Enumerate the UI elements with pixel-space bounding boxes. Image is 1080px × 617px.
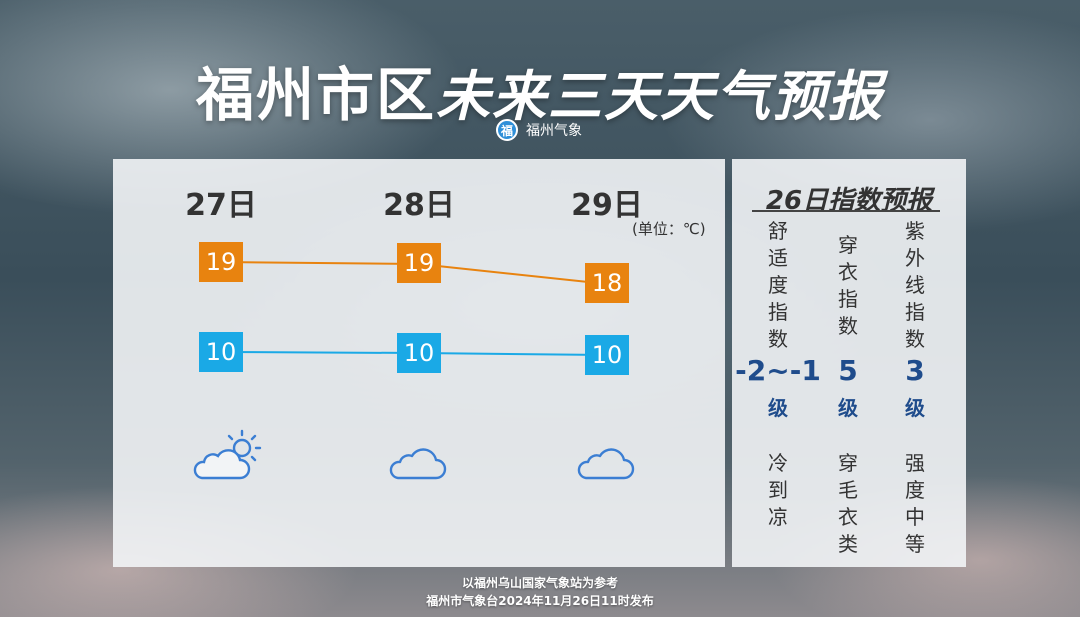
index-value-3: 3	[905, 354, 925, 387]
index-level-1: 级	[768, 396, 788, 420]
index-value-1: -2~-1	[735, 354, 821, 387]
footer-issued: 福州市气象台2024年11月26日11时发布	[426, 594, 654, 608]
index-name-3: 紫外线指数	[905, 219, 925, 351]
index-title-underline	[752, 210, 940, 212]
footer-reference: 以福州乌山国家气象站为参考	[461, 576, 618, 590]
low-line-2	[418, 352, 608, 356]
brand-name: 福州气象	[526, 123, 582, 139]
index-desc-2: 穿毛衣类	[838, 451, 858, 556]
high-temp-1: 19	[199, 242, 243, 282]
cloudy-icon	[389, 448, 447, 480]
title-city: 福州市区	[195, 61, 436, 129]
title-main: 未来三天天气预报	[436, 65, 884, 128]
high-line-2	[418, 263, 608, 285]
index-desc-3: 强度中等	[905, 451, 925, 556]
partly-sunny-icon	[193, 429, 262, 480]
high-temp-2: 19	[397, 243, 441, 283]
day-label-1: 27日	[185, 188, 257, 223]
high-line-1	[220, 261, 420, 265]
low-temp-1: 10	[199, 332, 243, 372]
page-title: 福州市区未来三天天气预报	[0, 48, 1080, 132]
brand: 福 福州气象	[496, 118, 582, 142]
brand-logo-icon: 福	[496, 119, 518, 141]
index-name-1: 舒适度指数	[768, 219, 788, 351]
cloudy-icon	[577, 448, 635, 480]
day-label-2: 28日	[383, 188, 455, 223]
unit-label: (单位：℃)	[632, 220, 706, 238]
index-level-2: 级	[838, 396, 858, 420]
low-line-1	[220, 351, 420, 354]
day-label-3: 29日	[571, 188, 643, 223]
low-temp-2: 10	[397, 333, 441, 373]
index-value-2: 5	[838, 354, 858, 387]
index-level-3: 级	[905, 396, 925, 420]
index-name-2: 穿衣指数	[838, 233, 858, 338]
low-temp-3: 10	[585, 335, 629, 375]
high-temp-3: 18	[585, 263, 629, 303]
index-desc-1: 冷到凉	[768, 451, 788, 529]
index-panel	[732, 159, 966, 567]
